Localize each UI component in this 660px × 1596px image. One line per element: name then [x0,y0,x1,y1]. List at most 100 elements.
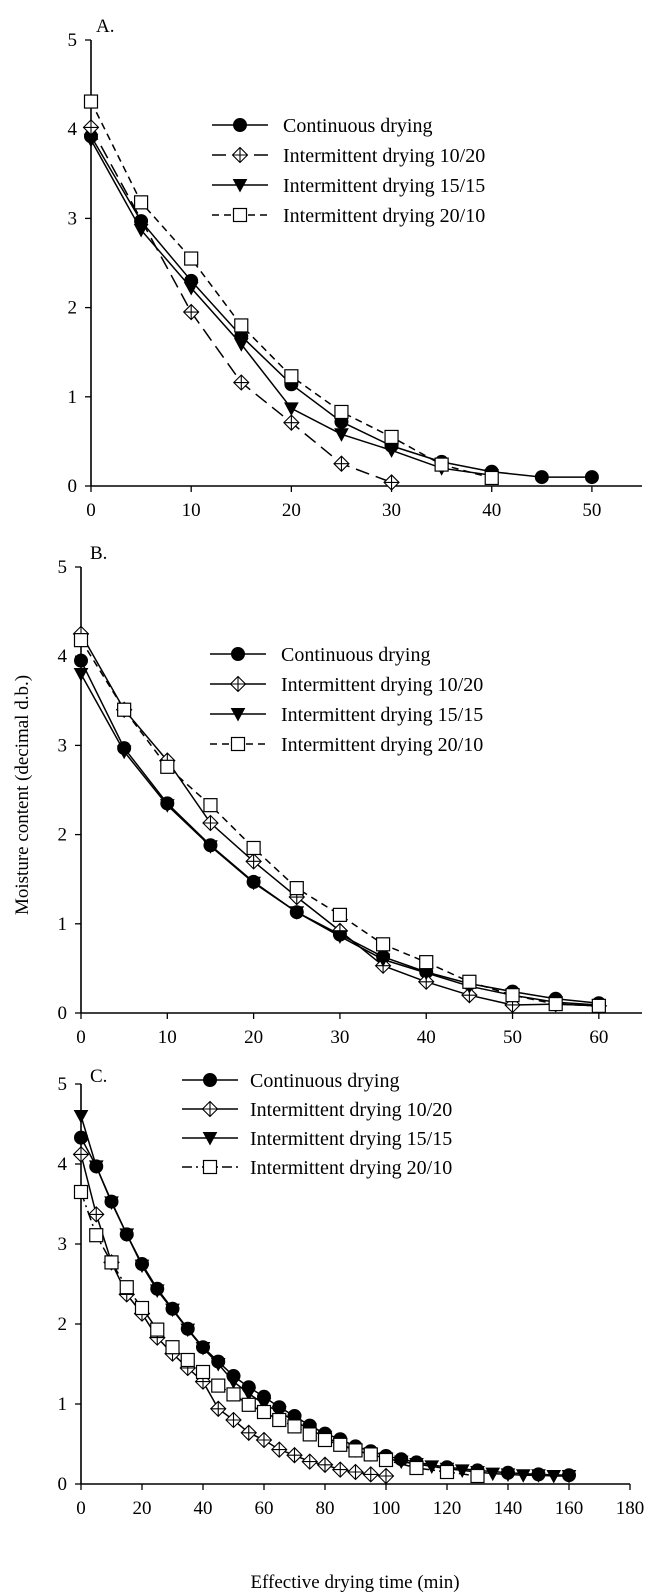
data-point [362,1466,380,1483]
data-point [203,840,218,854]
data-point [241,1397,256,1412]
series-2 [72,1146,395,1485]
data-point [225,1411,242,1429]
data-point [439,1464,455,1480]
legend-marker [232,179,248,193]
data-point [417,973,435,991]
x-tick-label: 60 [589,1027,608,1048]
data-point [73,668,89,682]
data-point [332,907,348,922]
legend-label: Continuous drying [283,115,432,137]
data-point [73,1184,89,1200]
data-point [375,937,391,952]
x-tick-label: 40 [194,1498,213,1519]
data-point [195,1364,211,1380]
data-point [202,814,219,832]
legend-marker [230,708,246,722]
data-point [184,251,199,266]
data-point [419,955,434,970]
data-point [272,1412,287,1428]
data-point [159,799,175,813]
series-2 [82,119,400,491]
data-point [591,998,606,1013]
series-1 [74,1130,576,1483]
data-point [334,428,349,442]
data-point [377,1467,395,1485]
series-line [80,1191,478,1477]
data-point [331,1461,349,1478]
data-point [195,1342,211,1356]
series-line [80,1137,570,1476]
legend-marker [231,146,249,164]
data-point [104,1255,119,1270]
data-point [332,930,348,944]
data-point [348,1443,363,1458]
x-tick-label: 30 [330,1027,349,1048]
legend: Continuous drying Intermittent drying 10/… [212,115,485,227]
panel-label: A. [96,16,114,37]
data-point [149,1284,165,1298]
data-point [119,1228,135,1242]
data-point [182,303,200,321]
data-point [284,402,299,416]
x-tick-label: 10 [158,1027,177,1048]
x-tick-label: 0 [76,1027,86,1048]
chart-panel-3: C. 0 1 2 3 4 5 0 20 40 60 80 100 120 140 160 180 Continuo… [58,1066,645,1519]
data-point [287,1419,302,1434]
x-tick-label: 0 [86,500,96,521]
data-point [289,881,304,896]
legend: Continuous drying Intermittent drying 10/… [182,1070,452,1179]
data-point [226,1375,241,1390]
data-point [165,1340,180,1355]
legend-label: Continuous drying [281,644,430,666]
legend-marker [229,675,247,693]
data-point [183,281,199,296]
data-point [246,840,261,856]
data-point [87,1206,105,1223]
x-tick-label: 20 [282,500,301,521]
y-tick-label: 0 [68,476,78,497]
data-point [211,1378,226,1393]
y-tick-label: 2 [68,298,78,319]
y-tick-label: 3 [58,735,68,756]
data-point [160,759,175,774]
data-point [83,133,99,148]
panel-label: B. [90,543,107,564]
data-point [73,1110,89,1124]
data-point [150,1322,165,1337]
data-point [104,1196,119,1210]
data-point [347,1463,364,1481]
legend-marker [202,1132,218,1146]
y-tick-label: 5 [68,30,78,51]
legend-label: Continuous drying [250,1070,399,1092]
data-point [241,1387,257,1402]
legend-label: Intermittent drying 20/10 [283,205,485,227]
data-point [515,1469,531,1483]
data-point [270,1441,288,1458]
data-point [234,318,249,333]
data-point [89,1228,104,1243]
y-tick-label: 4 [58,1154,68,1175]
x-tick-label: 120 [433,1498,462,1519]
data-point [378,1452,394,1468]
data-point [289,906,305,920]
data-point [72,1146,90,1163]
x-tick-label: 30 [382,500,401,521]
legend-label: Intermittent drying 15/15 [283,175,485,197]
data-point [546,1470,562,1484]
x-tick-label: 140 [494,1498,523,1519]
y-tick-label: 1 [68,387,78,408]
x-tick-label: 10 [182,500,201,521]
data-point [133,195,149,210]
data-point [375,953,391,968]
data-point [271,1406,287,1420]
data-point [505,988,520,1003]
y-tick-label: 2 [58,825,68,846]
data-point [454,1464,470,1478]
data-point [203,798,218,813]
legend-marker [233,118,247,132]
y-tick-label: 0 [58,1474,68,1495]
data-point [255,1431,273,1449]
